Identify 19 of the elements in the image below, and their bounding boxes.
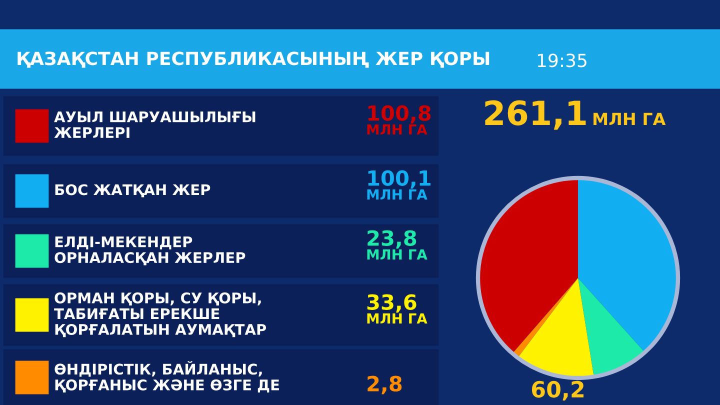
legend-label: БОС ЖАТҚАН ЖЕР: [55, 184, 210, 198]
data-label: 33,6 МЛН ГА: [367, 294, 428, 324]
pie-slice: [578, 178, 678, 352]
pie-slice: [512, 278, 578, 358]
chart-subtitle: 261,1 МЛН ГА: [485, 100, 666, 130]
pie-slice: [478, 178, 578, 354]
text: 60,2: [532, 380, 584, 401]
data-label: 2,8: [368, 376, 402, 394]
pie-slice: [578, 278, 645, 377]
legend-label: ЕЛДІ-МЕКЕНДЕР ОРНАЛАСҚАН ЖЕРЛЕР: [54, 236, 246, 266]
legend-label: ОРМАН ҚОРЫ, СУ ҚОРЫ, ТАБИҒАТЫ ЕРЕКШЕ ҚОРҒАЛАТЫН АУМАҚТАР: [54, 292, 266, 338]
chart-title: ҚАЗАҚСТАН РЕСПУБЛИКАСЫНЫҢ ЖЕР ҚОРЫ: [18, 52, 490, 68]
data-label: 100,8 МЛН ГА: [367, 105, 431, 135]
data-label: 100,1 МЛН ГА: [367, 170, 430, 200]
data-label: 23,8 МЛН ГА: [367, 230, 428, 260]
legend-label: АУЫЛ ШАРУАШЫЛЫҒЫ ЖЕРЛЕРІ: [54, 112, 256, 138]
legend-label: ӨНДІРІСТІК, БАЙЛАНЫС, ҚОРҒАНЫС ЖӘНЕ ӨЗГЕ ДЕ: [54, 360, 279, 393]
text: 19:35: [538, 54, 586, 68]
pie-slice: [518, 278, 594, 378]
